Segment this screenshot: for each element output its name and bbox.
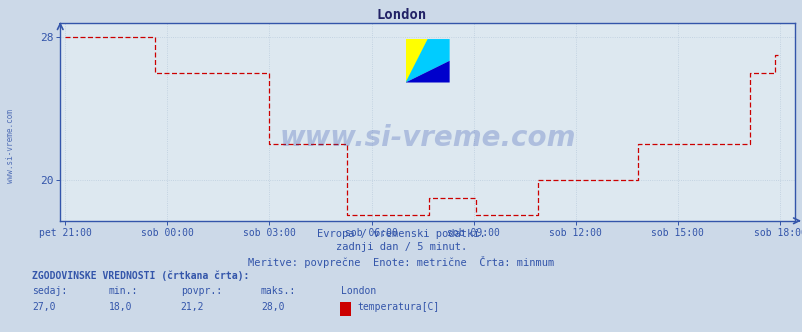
Text: www.si-vreme.com: www.si-vreme.com [6, 109, 15, 183]
Text: zadnji dan / 5 minut.: zadnji dan / 5 minut. [335, 242, 467, 252]
Text: London: London [376, 8, 426, 22]
Text: 18,0: 18,0 [108, 302, 132, 312]
Text: maks.:: maks.: [261, 286, 296, 296]
Text: 21,2: 21,2 [180, 302, 204, 312]
Text: povpr.:: povpr.: [180, 286, 221, 296]
Text: London: London [341, 286, 376, 296]
Polygon shape [405, 61, 449, 82]
Text: www.si-vreme.com: www.si-vreme.com [279, 124, 575, 152]
Text: 27,0: 27,0 [32, 302, 55, 312]
Text: Meritve: povprečne  Enote: metrične  Črta: minmum: Meritve: povprečne Enote: metrične Črta:… [248, 256, 554, 268]
Text: ZGODOVINSKE VREDNOSTI (črtkana črta):: ZGODOVINSKE VREDNOSTI (črtkana črta): [32, 271, 249, 281]
Text: 28,0: 28,0 [261, 302, 284, 312]
Text: temperatura[C]: temperatura[C] [357, 302, 439, 312]
Polygon shape [405, 39, 449, 82]
Polygon shape [405, 39, 427, 82]
Text: min.:: min.: [108, 286, 138, 296]
Text: sedaj:: sedaj: [32, 286, 67, 296]
Text: Evropa / vremenski podatki.: Evropa / vremenski podatki. [317, 229, 485, 239]
